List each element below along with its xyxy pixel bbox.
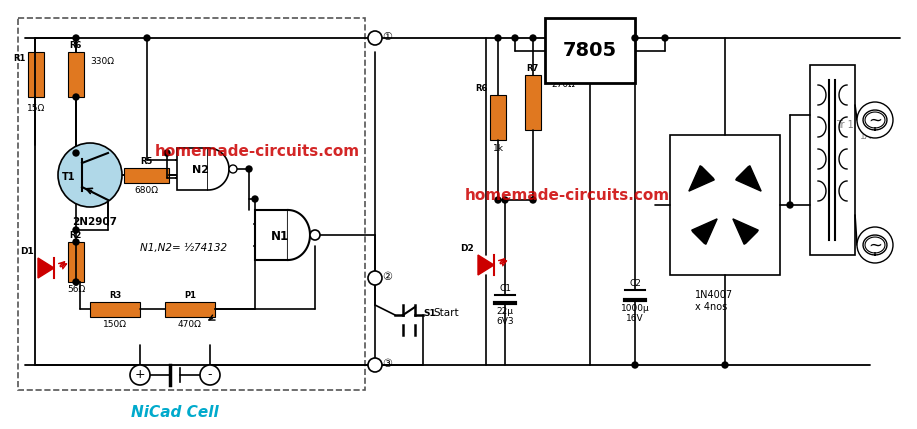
Text: C1: C1 bbox=[499, 284, 511, 293]
Circle shape bbox=[368, 31, 382, 45]
Text: ~: ~ bbox=[868, 112, 882, 130]
Text: D1: D1 bbox=[20, 247, 34, 256]
Bar bbox=[255, 210, 288, 260]
Circle shape bbox=[495, 197, 501, 203]
Text: 7805: 7805 bbox=[563, 41, 617, 60]
Circle shape bbox=[512, 35, 518, 41]
Bar bbox=[545, 18, 635, 83]
Circle shape bbox=[73, 150, 79, 156]
Circle shape bbox=[58, 143, 122, 207]
Circle shape bbox=[73, 94, 79, 100]
Text: ~: ~ bbox=[868, 237, 882, 255]
Text: D2: D2 bbox=[460, 244, 474, 253]
Text: N1: N1 bbox=[271, 230, 289, 242]
Text: homemade-circuits.com: homemade-circuits.com bbox=[465, 187, 670, 202]
Text: ②: ② bbox=[382, 272, 392, 282]
Circle shape bbox=[632, 362, 638, 368]
Polygon shape bbox=[733, 219, 758, 244]
Text: C2: C2 bbox=[629, 279, 641, 288]
Bar bbox=[670, 135, 780, 275]
Text: R3: R3 bbox=[109, 291, 121, 300]
Circle shape bbox=[530, 197, 536, 203]
Text: R6: R6 bbox=[476, 84, 488, 93]
Polygon shape bbox=[735, 166, 761, 191]
Bar bbox=[68, 242, 84, 282]
Circle shape bbox=[246, 166, 252, 172]
Polygon shape bbox=[38, 258, 54, 278]
Text: N1,N2= ½74132: N1,N2= ½74132 bbox=[140, 243, 227, 253]
Text: Start: Start bbox=[433, 308, 458, 318]
Circle shape bbox=[164, 150, 170, 156]
Bar bbox=[18, 18, 365, 390]
Bar bbox=[68, 52, 84, 97]
Text: R7: R7 bbox=[526, 64, 538, 73]
Text: ①: ① bbox=[382, 32, 392, 42]
Text: S1: S1 bbox=[423, 308, 436, 317]
Circle shape bbox=[368, 358, 382, 372]
Text: 22μ
6V3: 22μ 6V3 bbox=[496, 307, 514, 326]
Bar bbox=[177, 148, 208, 190]
Text: R5: R5 bbox=[139, 157, 152, 166]
Text: homemade-circuits.com: homemade-circuits.com bbox=[155, 145, 360, 160]
Text: 1000μ
16V: 1000μ 16V bbox=[621, 304, 649, 323]
Circle shape bbox=[502, 197, 508, 203]
Text: 56Ω: 56Ω bbox=[67, 285, 85, 294]
Circle shape bbox=[200, 365, 220, 385]
Text: N2: N2 bbox=[192, 165, 209, 175]
Text: 2N2907: 2N2907 bbox=[72, 217, 117, 227]
Circle shape bbox=[632, 35, 638, 41]
Text: 1N4007
x 4nos: 1N4007 x 4nos bbox=[695, 290, 733, 311]
Text: R1: R1 bbox=[14, 54, 26, 63]
Bar bbox=[124, 168, 169, 183]
Text: 150Ω: 150Ω bbox=[103, 320, 127, 329]
Circle shape bbox=[857, 227, 893, 263]
Text: 470Ω: 470Ω bbox=[178, 320, 202, 329]
Bar bbox=[28, 52, 44, 97]
Circle shape bbox=[73, 35, 79, 41]
Bar bbox=[810, 65, 855, 255]
Text: +: + bbox=[135, 369, 145, 381]
Bar bbox=[165, 302, 215, 317]
Circle shape bbox=[73, 279, 79, 285]
Text: P1: P1 bbox=[184, 291, 196, 300]
Circle shape bbox=[722, 362, 728, 368]
Circle shape bbox=[368, 271, 382, 285]
Text: 330Ω: 330Ω bbox=[90, 57, 114, 66]
Text: 8V
1A: 8V 1A bbox=[860, 122, 872, 141]
Bar bbox=[90, 302, 140, 317]
Polygon shape bbox=[478, 255, 494, 275]
Text: R2: R2 bbox=[69, 231, 82, 240]
Circle shape bbox=[73, 239, 79, 245]
Polygon shape bbox=[691, 219, 717, 244]
Bar bbox=[525, 75, 541, 130]
Text: 680Ω: 680Ω bbox=[134, 186, 158, 195]
Circle shape bbox=[130, 365, 150, 385]
Circle shape bbox=[73, 227, 79, 233]
Circle shape bbox=[252, 196, 258, 202]
Text: T1: T1 bbox=[62, 172, 75, 182]
Circle shape bbox=[495, 35, 501, 41]
Text: NiCad Cell: NiCad Cell bbox=[131, 405, 219, 420]
Text: 270Ω: 270Ω bbox=[551, 80, 575, 89]
Polygon shape bbox=[689, 166, 714, 191]
Circle shape bbox=[229, 165, 237, 173]
Circle shape bbox=[530, 35, 536, 41]
Text: 1k: 1k bbox=[492, 144, 503, 153]
Text: R6: R6 bbox=[69, 41, 82, 50]
Circle shape bbox=[787, 202, 793, 208]
Text: ③: ③ bbox=[382, 359, 392, 369]
Bar bbox=[490, 95, 506, 140]
Circle shape bbox=[310, 230, 320, 240]
Text: 15Ω: 15Ω bbox=[27, 104, 45, 113]
Text: -: - bbox=[208, 369, 212, 381]
Circle shape bbox=[662, 35, 668, 41]
Circle shape bbox=[857, 102, 893, 138]
Text: Tr 1: Tr 1 bbox=[836, 120, 854, 130]
Circle shape bbox=[144, 35, 150, 41]
